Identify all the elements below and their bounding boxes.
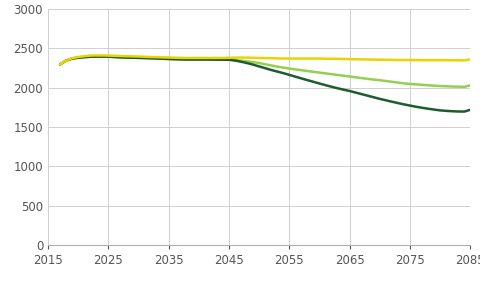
Matala syntyvyys	[130, 56, 135, 60]
Line: Peruslaskelma: Peruslaskelma	[60, 57, 470, 87]
Korkea syntyvyys	[57, 63, 63, 66]
Line: Korkea syntyvyys: Korkea syntyvyys	[60, 55, 470, 65]
Peruslaskelma	[87, 55, 93, 59]
Matala syntyvyys	[94, 55, 99, 58]
Matala syntyvyys	[456, 110, 461, 113]
Matala syntyvyys	[461, 110, 467, 113]
Korkea syntyvyys	[87, 54, 93, 57]
Matala syntyvyys	[57, 63, 63, 66]
Peruslaskelma	[130, 56, 135, 60]
Korkea syntyvyys	[202, 56, 208, 60]
Peruslaskelma	[299, 68, 304, 72]
Peruslaskelma	[461, 85, 467, 89]
Korkea syntyvyys	[299, 57, 304, 60]
Peruslaskelma	[94, 55, 99, 58]
Matala syntyvyys	[468, 108, 473, 112]
Korkea syntyvyys	[142, 55, 147, 59]
Korkea syntyvyys	[468, 58, 473, 61]
Matala syntyvyys	[377, 97, 383, 101]
Peruslaskelma	[142, 56, 147, 60]
Korkea syntyvyys	[94, 54, 99, 57]
Korkea syntyvyys	[196, 56, 202, 60]
Peruslaskelma	[57, 63, 63, 66]
Matala syntyvyys	[142, 56, 147, 60]
Line: Matala syntyvyys: Matala syntyvyys	[60, 57, 470, 112]
Matala syntyvyys	[299, 77, 304, 80]
Matala syntyvyys	[87, 55, 93, 59]
Peruslaskelma	[456, 85, 461, 89]
Korkea syntyvyys	[461, 59, 467, 62]
Peruslaskelma	[468, 83, 473, 87]
Peruslaskelma	[377, 78, 383, 82]
